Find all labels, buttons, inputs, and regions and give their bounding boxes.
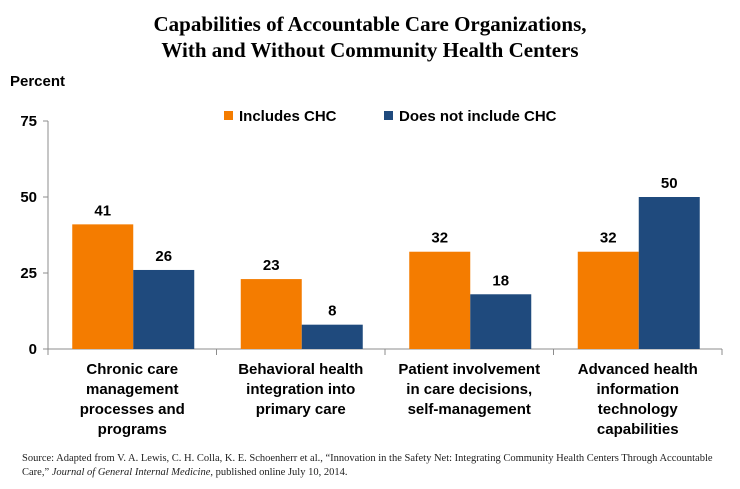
bar [409, 251, 471, 349]
y-axis-label: Percent [10, 73, 65, 90]
y-tick-label: 25 [20, 265, 37, 282]
source-journal: Journal of General Internal Medicine [51, 467, 211, 478]
x-tick-label: Advanced health [578, 361, 698, 378]
x-tick-label: Patient involvement [398, 361, 540, 378]
data-label: 41 [94, 202, 111, 219]
legend-swatch [384, 111, 393, 120]
chart-title-line-1: Capabilities of Accountable Care Organiz… [153, 12, 587, 36]
x-tick-label: capabilities [597, 421, 679, 438]
x-tick-label: primary care [256, 401, 346, 418]
x-tick-label: Chronic care [86, 361, 178, 378]
data-label: 26 [155, 248, 172, 265]
legend-label: Includes CHC [239, 108, 337, 125]
x-tick-label: integration into [246, 381, 355, 398]
legend-swatch [224, 111, 233, 120]
bar [133, 269, 195, 349]
source-note: Source: Adapted from V. A. Lewis, C. H. … [22, 452, 722, 480]
bar [638, 197, 700, 349]
data-label: 18 [492, 272, 509, 289]
x-tick-label: programs [98, 421, 167, 438]
bar-chart: Percent 0 25 50 75 41 26 Chronic care management… [10, 73, 723, 438]
x-tick-label: Behavioral health [238, 361, 363, 378]
data-label: 8 [328, 303, 336, 320]
bar [301, 324, 363, 349]
bar [72, 224, 134, 349]
bar [577, 251, 639, 349]
legend-label: Does not include CHC [399, 108, 557, 125]
y-tick-label: 75 [20, 113, 37, 130]
x-tick-label: processes and [80, 401, 185, 418]
chart-title-line-2: With and Without Community Health Center… [161, 38, 579, 62]
y-tick-label: 0 [29, 341, 37, 358]
source-text: Source: Adapted from V. A. Lewis, C. H. … [22, 453, 713, 478]
x-tick-label: self-management [408, 401, 531, 418]
data-label: 32 [600, 230, 617, 247]
x-tick-label: management [86, 381, 179, 398]
x-tick-label: in care decisions, [406, 381, 532, 398]
data-label: 23 [263, 257, 280, 274]
data-label: 50 [661, 175, 678, 192]
x-tick-label: technology [598, 401, 679, 418]
y-tick-label: 50 [20, 189, 37, 206]
source-date: , published online July 10, 2014. [210, 467, 348, 478]
data-label: 32 [431, 230, 448, 247]
bar [240, 279, 302, 349]
bar [470, 294, 532, 349]
x-tick-label: information [597, 381, 680, 398]
